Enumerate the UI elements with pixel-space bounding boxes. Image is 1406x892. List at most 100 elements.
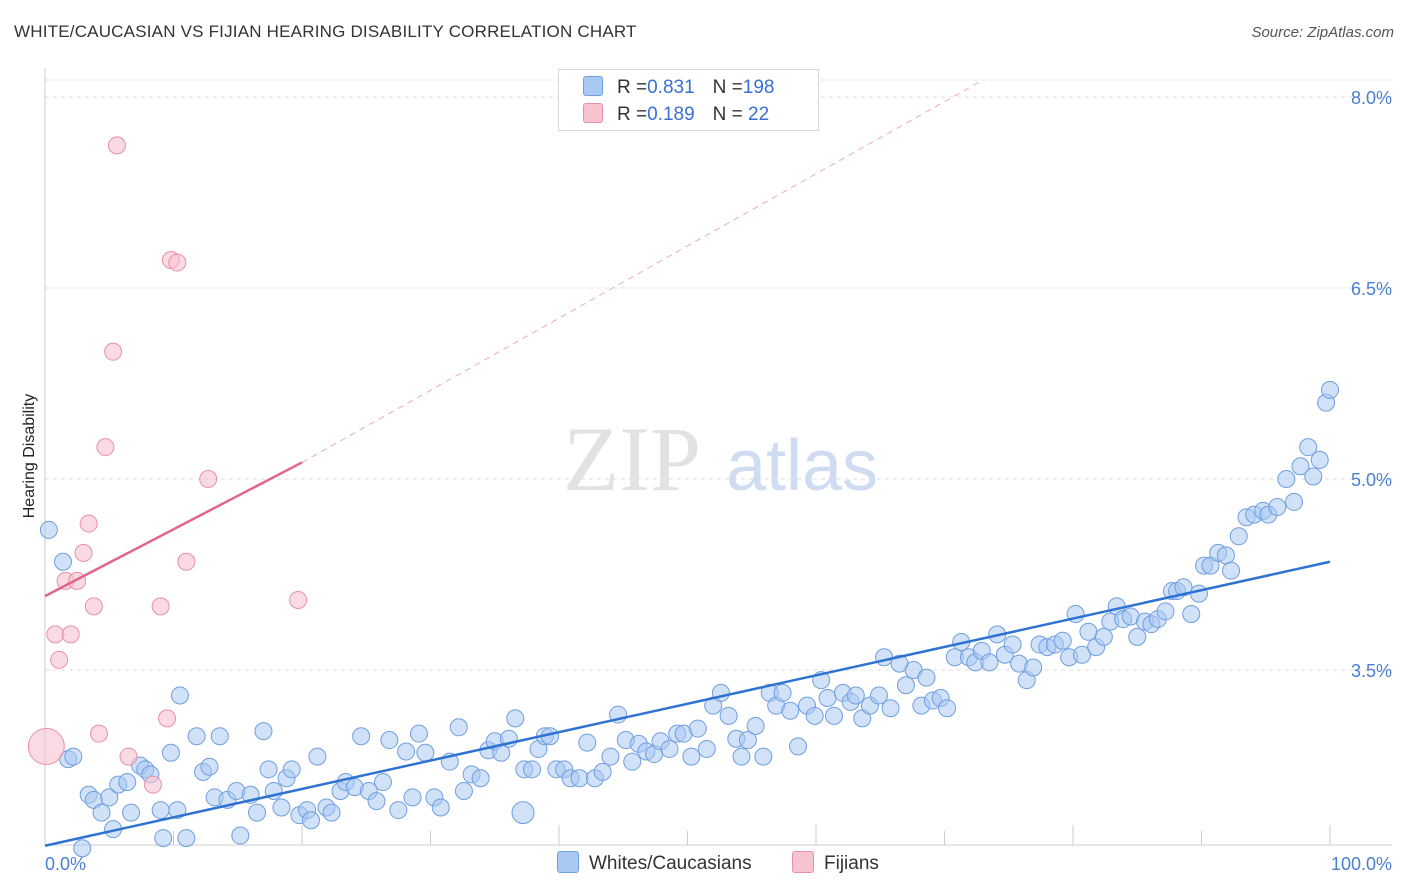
- legend-row-white: R = 0.831 N = 198: [583, 76, 774, 99]
- fijian-point: [27, 727, 65, 765]
- white-point: [818, 689, 837, 708]
- y-axis-label: Hearing Disability: [21, 394, 38, 519]
- white-point: [688, 719, 707, 738]
- white-point: [875, 648, 894, 667]
- white-point: [272, 798, 291, 817]
- fijian-point: [151, 597, 170, 616]
- y-tick-label-1: 5.0%: [1351, 470, 1392, 490]
- white-point: [259, 760, 278, 779]
- fijian-point: [289, 590, 308, 609]
- white-point: [380, 731, 399, 750]
- white-point: [1094, 627, 1113, 646]
- white-point: [754, 747, 773, 766]
- tick-labels: 3.5% 5.0% 6.5% 8.0% 0.0% 100.0%: [45, 88, 1392, 874]
- legend-r-value: 0.189: [647, 104, 695, 125]
- bottom-legend-white: Whites/Caucasians: [557, 851, 752, 875]
- white-point: [789, 737, 808, 756]
- white-point: [660, 739, 679, 758]
- fijian-point: [168, 253, 187, 272]
- white-point: [322, 803, 341, 822]
- white-point: [308, 747, 327, 766]
- legend-row-fijian: R = 0.189 N = 22: [583, 103, 769, 126]
- white-point: [53, 552, 72, 571]
- trend-line-white: [44, 560, 1331, 847]
- fijian-point: [79, 514, 98, 533]
- white-point: [1216, 546, 1235, 565]
- white-point: [92, 803, 111, 822]
- white-point: [881, 699, 900, 718]
- watermark-atlas: atlas: [726, 426, 878, 506]
- white-point: [1174, 578, 1193, 597]
- fijian-point: [199, 470, 218, 488]
- white-point: [578, 733, 597, 752]
- white-point: [1291, 457, 1310, 476]
- white-point: [352, 727, 371, 746]
- white-point: [1072, 645, 1091, 664]
- fijian-point: [89, 724, 108, 743]
- white-point: [170, 686, 189, 705]
- white-point: [122, 803, 141, 822]
- legend-n-label: N =: [712, 104, 743, 125]
- white-point: [1079, 622, 1098, 641]
- white-point: [254, 722, 273, 741]
- white-point: [1222, 561, 1241, 580]
- white-point: [1268, 498, 1287, 517]
- source-label: Source: ZipAtlas.com: [1251, 24, 1394, 41]
- series-fijian-points: [27, 136, 308, 794]
- fijian-point: [68, 571, 87, 590]
- white-point: [746, 717, 765, 736]
- fijian-point: [104, 342, 123, 361]
- white-point: [980, 653, 999, 672]
- white-point: [200, 757, 219, 776]
- legend-n-value: 22: [742, 104, 770, 125]
- legend-n-label: N =: [712, 77, 743, 98]
- bottom-legend-swatch-white: [557, 851, 579, 873]
- axes: [44, 68, 1392, 846]
- white-point: [1229, 527, 1248, 546]
- fijian-point: [50, 650, 69, 669]
- white-point: [1285, 492, 1304, 511]
- y-tick-label-3: 8.0%: [1351, 88, 1392, 108]
- white-point: [1156, 602, 1175, 621]
- chart-title: WHITE/CAUCASIAN VS FIJIAN HEARING DISABI…: [14, 22, 637, 41]
- white-point: [248, 803, 267, 822]
- white-point: [100, 788, 119, 807]
- white-point: [1277, 470, 1296, 488]
- white-point: [896, 676, 915, 695]
- bottom-legend-fijian: Fijians: [792, 851, 879, 875]
- white-point: [1310, 450, 1329, 469]
- white-point: [1053, 631, 1072, 650]
- white-point: [431, 798, 450, 817]
- white-point: [805, 706, 824, 725]
- fijian-point: [46, 625, 65, 644]
- white-point: [397, 742, 416, 761]
- trend-line-fijian: [44, 461, 303, 598]
- white-point: [409, 724, 428, 743]
- white-point: [154, 829, 173, 848]
- white-point: [187, 727, 206, 746]
- white-point: [389, 801, 408, 820]
- white-point: [623, 752, 642, 771]
- white-point: [151, 801, 170, 820]
- white-point: [282, 760, 301, 779]
- white-point: [416, 743, 435, 762]
- legend-swatch-white: [583, 76, 603, 96]
- white-point: [732, 747, 751, 766]
- white-point: [373, 773, 392, 792]
- white-point: [938, 699, 957, 718]
- white-point: [1299, 438, 1318, 457]
- white-point: [506, 709, 525, 728]
- trend-line-fijian-extension: [301, 79, 984, 463]
- white-point: [1321, 380, 1339, 399]
- white-point: [177, 829, 196, 848]
- legend-n-value: 198: [742, 77, 775, 98]
- legend-swatch-fijian: [583, 103, 603, 123]
- white-point: [719, 706, 738, 725]
- white-point: [601, 747, 620, 766]
- white-point: [511, 801, 535, 825]
- white-point: [917, 668, 936, 687]
- white-point: [781, 701, 800, 720]
- white-point: [39, 520, 58, 539]
- white-point: [210, 727, 229, 746]
- white-point: [1189, 584, 1208, 603]
